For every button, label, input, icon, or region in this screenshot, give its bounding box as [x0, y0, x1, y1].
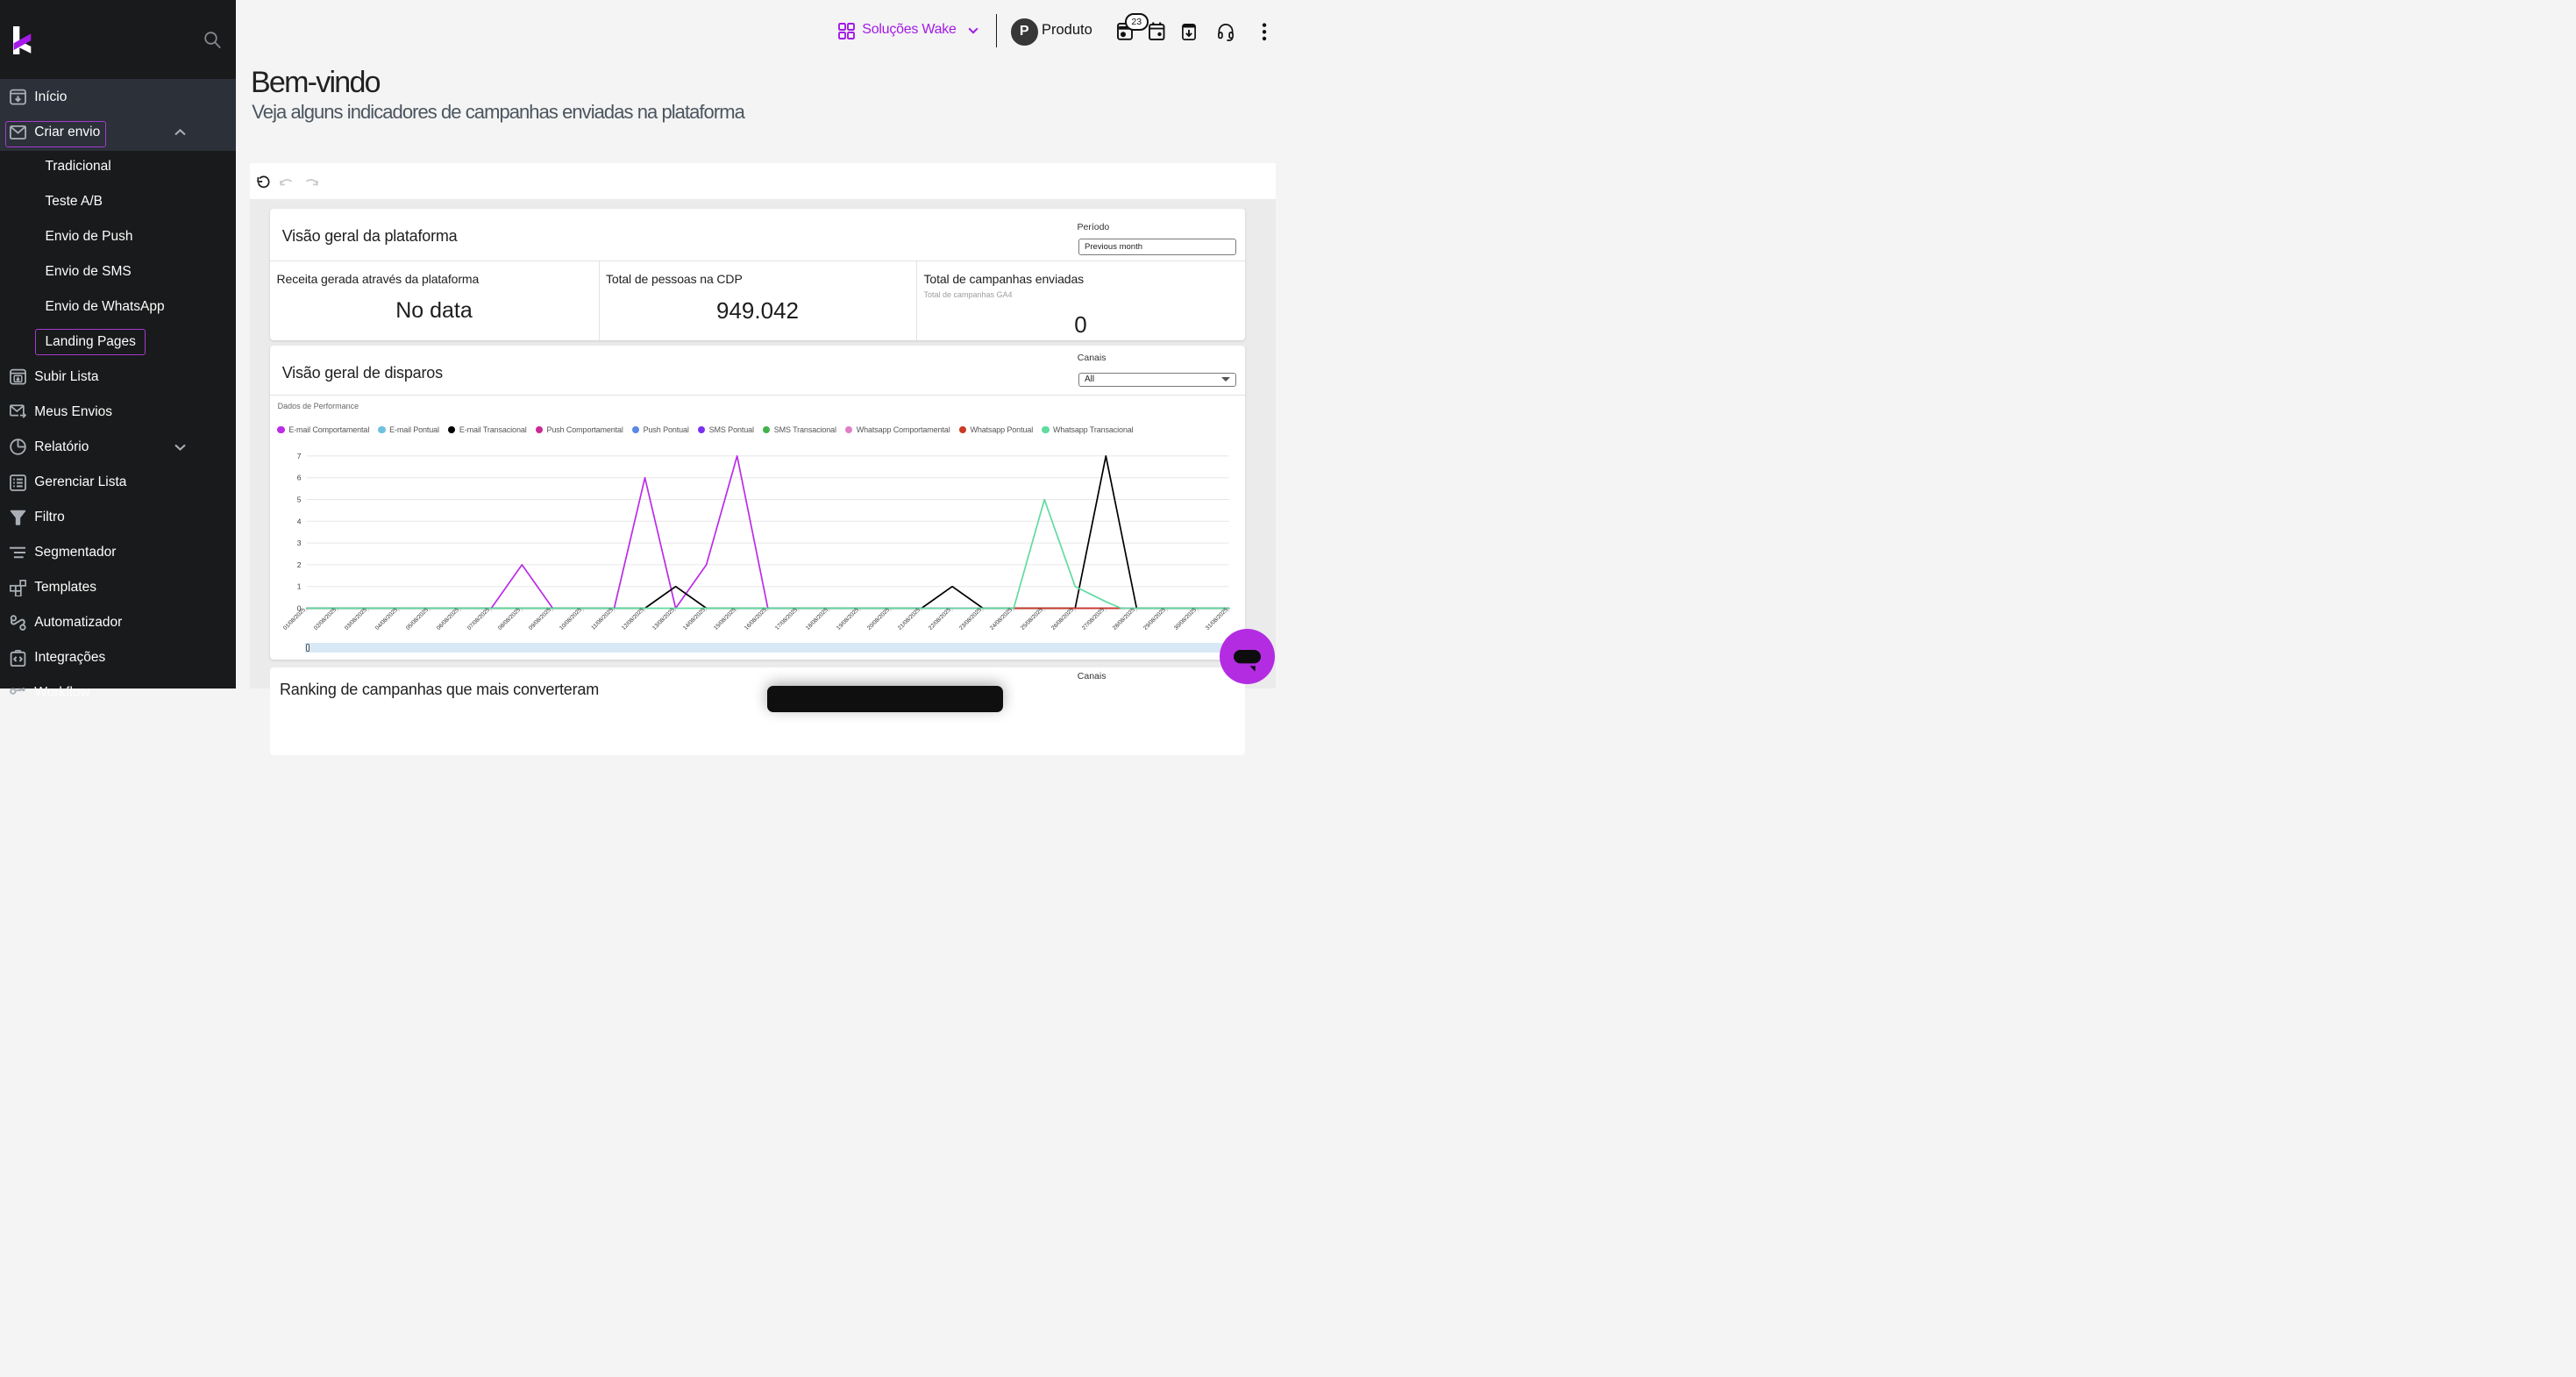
svg-text:1: 1	[296, 581, 301, 590]
svg-text:2: 2	[296, 560, 301, 568]
svg-text:0: 0	[296, 603, 301, 612]
svg-text:3: 3	[296, 539, 301, 547]
svg-text:4: 4	[296, 517, 301, 525]
svg-text:7: 7	[296, 451, 301, 460]
svg-text:6: 6	[296, 473, 301, 482]
svg-text:5: 5	[296, 495, 301, 503]
